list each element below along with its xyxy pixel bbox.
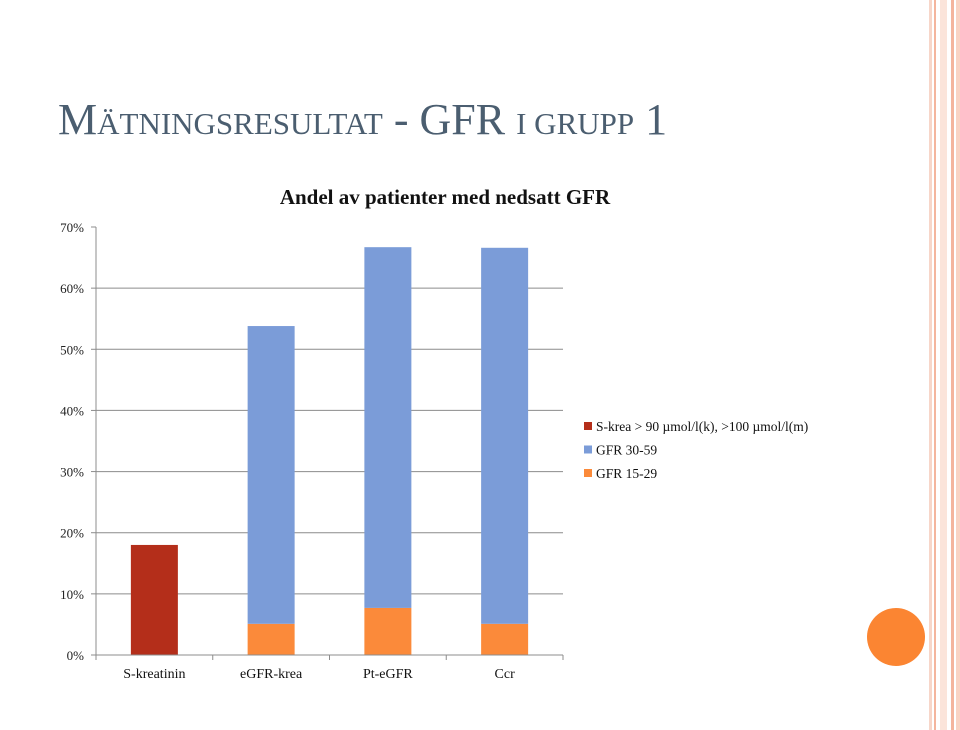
y-tick-label: 20% (60, 526, 84, 541)
x-tick-label: Pt-eGFR (363, 667, 413, 682)
x-axis-labels: S-kreatinin eGFR-krea Pt-eGFR Ccr (123, 667, 515, 682)
bars (130, 247, 529, 655)
decorative-stripe (934, 0, 936, 730)
y-tick-label: 10% (60, 587, 84, 602)
bar-segment (481, 247, 529, 624)
y-tick-label: 30% (60, 465, 84, 480)
legend-label: GFR 30-59 (596, 443, 657, 458)
y-tick-label: 40% (60, 403, 84, 418)
legend-label: S-krea > 90 µmol/l(k), >100 µmol/l(m) (596, 419, 808, 434)
x-tick-label: eGFR-krea (240, 667, 303, 682)
legend-label: GFR 15-29 (596, 466, 657, 481)
y-tick-label: 60% (60, 281, 84, 296)
y-tick-label: 50% (60, 342, 84, 357)
decorative-stripe (956, 0, 960, 730)
title-part: I GRUPP (516, 106, 635, 141)
bar-segment (247, 623, 295, 655)
legend-swatch (584, 469, 592, 477)
decorative-circle (867, 608, 925, 666)
y-tick-label: 70% (60, 220, 84, 235)
x-tick-label: S-kreatinin (123, 667, 185, 682)
y-axis-labels: 0% 10% 20% 30% 40% 50% 60% 70% (60, 220, 84, 663)
decorative-stripe (940, 0, 947, 730)
legend-swatch (584, 445, 592, 454)
title-part: - GFR (382, 95, 517, 144)
bar-segment (247, 326, 295, 624)
decorative-stripe (951, 0, 954, 730)
axes (95, 227, 564, 660)
title-part: ÄTNINGSRESULTAT (97, 106, 383, 141)
x-tick-label: Ccr (495, 667, 516, 682)
legend: S-krea > 90 µmol/l(k), >100 µmol/l(m) GFR… (584, 419, 808, 481)
title-part: M (58, 95, 98, 144)
decorative-stripe (929, 0, 932, 730)
bar-segment (364, 607, 412, 655)
bar-segment (130, 544, 178, 655)
y-tick-label: 0% (67, 648, 85, 663)
bar-segment (364, 247, 412, 608)
bar-segment (481, 623, 529, 655)
slide-title: MÄTNINGSRESULTAT - GFR I GRUPP 1 (58, 98, 667, 142)
chart-title: Andel av patienter med nedsatt GFR (280, 185, 611, 209)
title-part: 1 (634, 95, 668, 144)
legend-swatch (584, 422, 592, 430)
